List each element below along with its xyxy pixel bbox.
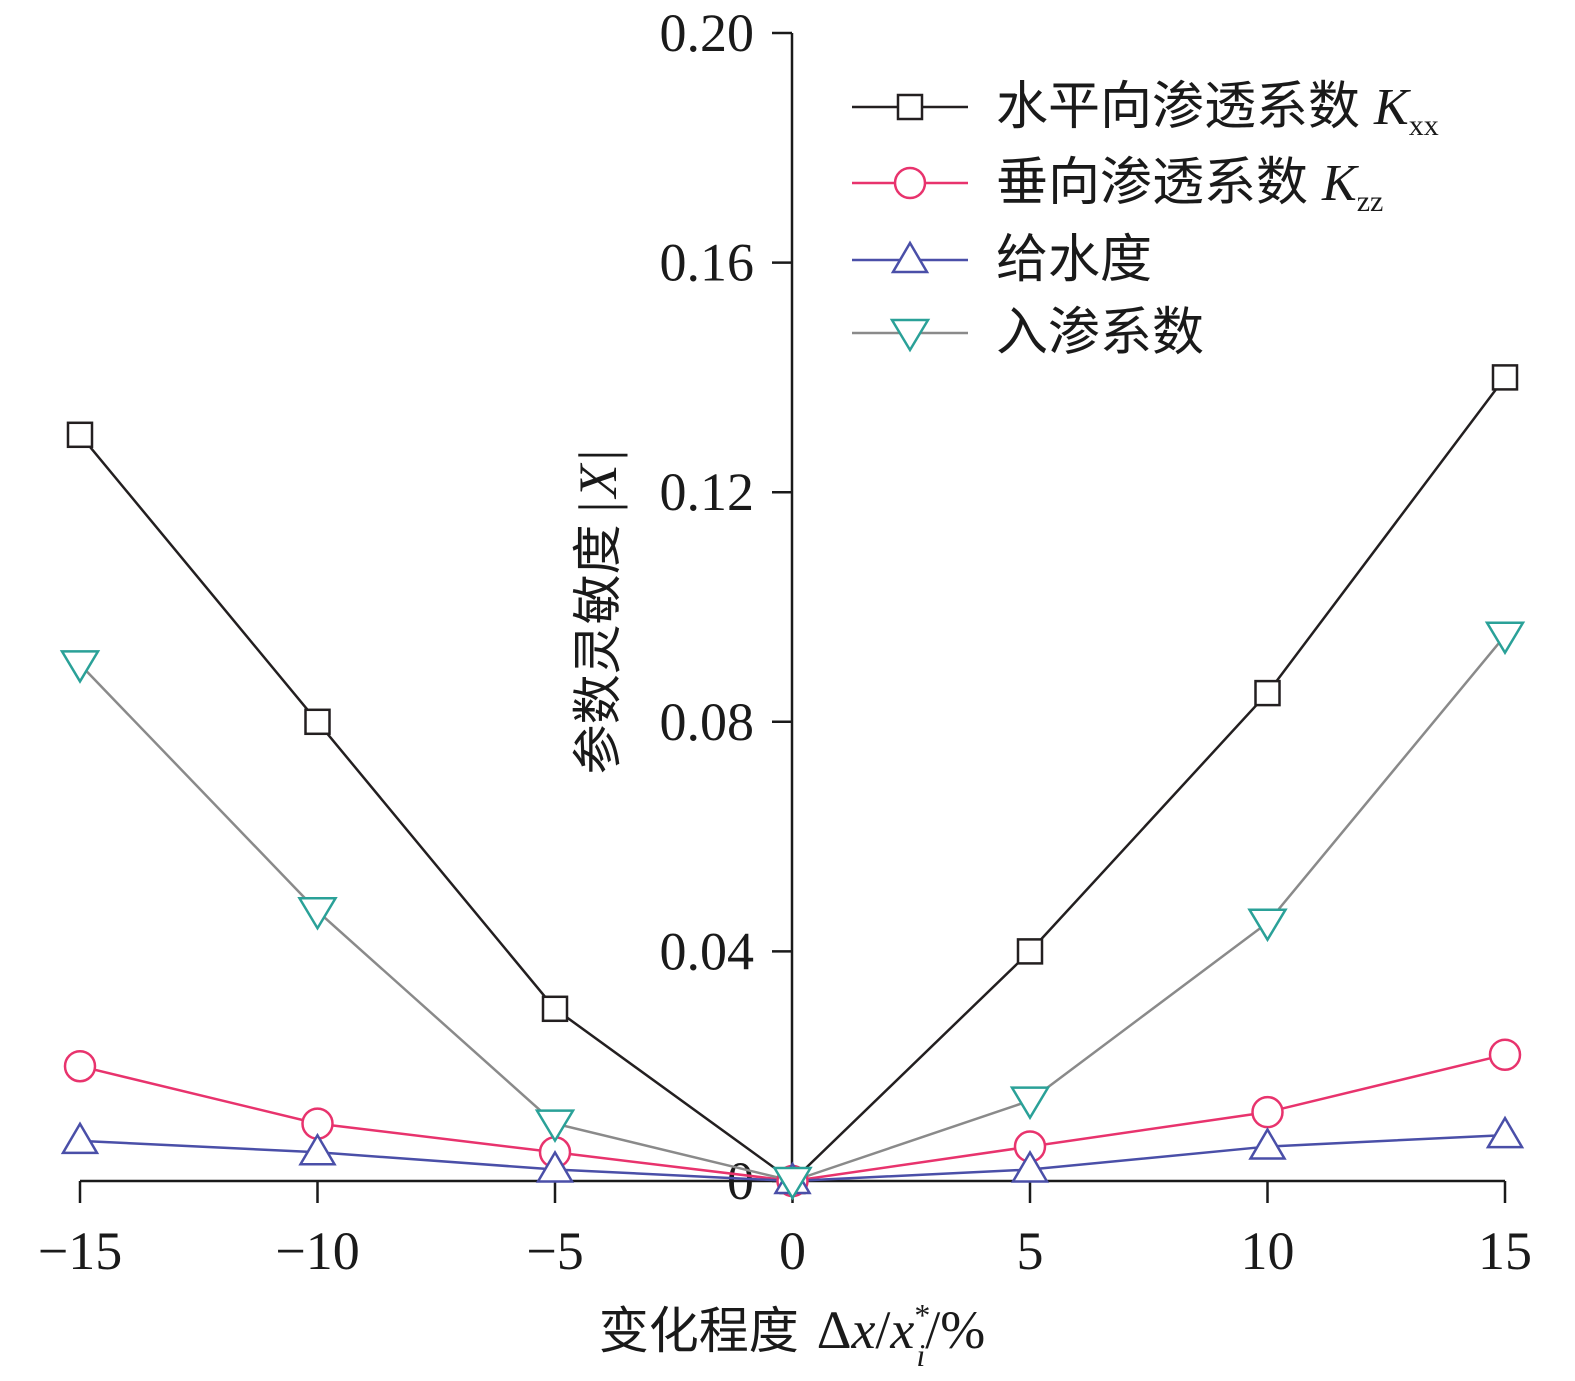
- data-point-series-2: [1248, 1127, 1287, 1160]
- y-axis-title-bar-right: |: [568, 450, 628, 461]
- data-point-series-3: [1484, 621, 1526, 656]
- data-point-series-3: [59, 650, 101, 684]
- y-axis-title-var: X: [568, 463, 628, 500]
- x-tick-label: 15: [1478, 1221, 1532, 1281]
- y-axis-title: 参数灵敏度 | X |: [568, 450, 628, 775]
- data-point-series-3: [1247, 908, 1288, 943]
- data-point-series-0: [304, 708, 331, 736]
- legend-marker-3: [889, 318, 931, 353]
- x-axis-title-slash: /: [875, 1300, 890, 1360]
- x-tick-label: −5: [526, 1221, 583, 1281]
- legend-label-1: 垂向渗透系数 Kzz: [996, 153, 1383, 218]
- legend-marker-0: [896, 93, 924, 121]
- data-point-series-0: [541, 995, 569, 1023]
- x-tick-label: 5: [1017, 1221, 1044, 1281]
- data-point-series-0: [66, 421, 94, 449]
- y-tick-label: 0.04: [660, 921, 755, 981]
- legend-label-3: 入渗系数: [996, 303, 1204, 363]
- y-tick-label: 0.16: [660, 233, 755, 293]
- y-tick-label: 0.20: [660, 3, 755, 63]
- legend-marker-2: [890, 240, 930, 274]
- y-axis-title-text: 参数灵敏度: [569, 524, 627, 774]
- x-axis-title-x2: x: [889, 1300, 914, 1360]
- x-axis-title-delta: Δ: [817, 1300, 852, 1360]
- legend-label-2: 给水度: [996, 230, 1152, 290]
- x-axis-title-sub: i: [916, 1337, 925, 1373]
- series-markers: [59, 364, 1526, 1201]
- data-point-series-2: [1010, 1150, 1050, 1183]
- x-tick-label: −15: [38, 1221, 122, 1281]
- data-point-series-2: [535, 1150, 575, 1183]
- x-tick-label: 0: [779, 1221, 806, 1281]
- x-tick-label: −10: [275, 1221, 359, 1281]
- data-point-series-3: [1009, 1086, 1051, 1121]
- data-point-series-1: [1488, 1038, 1522, 1071]
- data-point-series-3: [772, 1166, 813, 1201]
- x-tick-label: 10: [1241, 1221, 1295, 1281]
- y-tick-label: 0.12: [660, 462, 755, 522]
- legend-marker-1: [893, 166, 927, 200]
- x-axis-title-unit: /%: [925, 1300, 985, 1360]
- data-point-series-3: [297, 896, 338, 931]
- data-point-series-0: [1491, 364, 1519, 391]
- data-point-series-2: [1485, 1115, 1525, 1149]
- svg-text:参数灵敏度|X|: 参数灵敏度 | X |: [568, 450, 628, 775]
- data-point-series-3: [534, 1109, 576, 1144]
- x-axis-title: 变化程度 Δx/x* i/%: [599, 1297, 986, 1373]
- x-axis-title-x: x: [850, 1300, 875, 1360]
- data-point-series-2: [298, 1132, 337, 1166]
- data-point-series-0: [1016, 938, 1044, 965]
- data-point-series-1: [1251, 1095, 1284, 1129]
- y-axis-title-bar-left: |: [568, 502, 628, 513]
- axes: −15 −10 −5 0 5 10 15 0 0.04 0.08 0.12 0.16 0.20: [38, 3, 1532, 1281]
- data-point-series-1: [63, 1049, 97, 1083]
- x-axis-title-sup: *: [914, 1297, 930, 1333]
- y-tick-label: 0: [727, 1151, 754, 1211]
- data-point-series-0: [1254, 679, 1281, 707]
- legend-label-0: 水平向渗透系数 Kxx: [996, 77, 1439, 142]
- data-point-series-2: [60, 1121, 100, 1155]
- y-tick-label: 0.08: [660, 692, 755, 752]
- x-axis-title-text: 变化程度: [599, 1302, 799, 1360]
